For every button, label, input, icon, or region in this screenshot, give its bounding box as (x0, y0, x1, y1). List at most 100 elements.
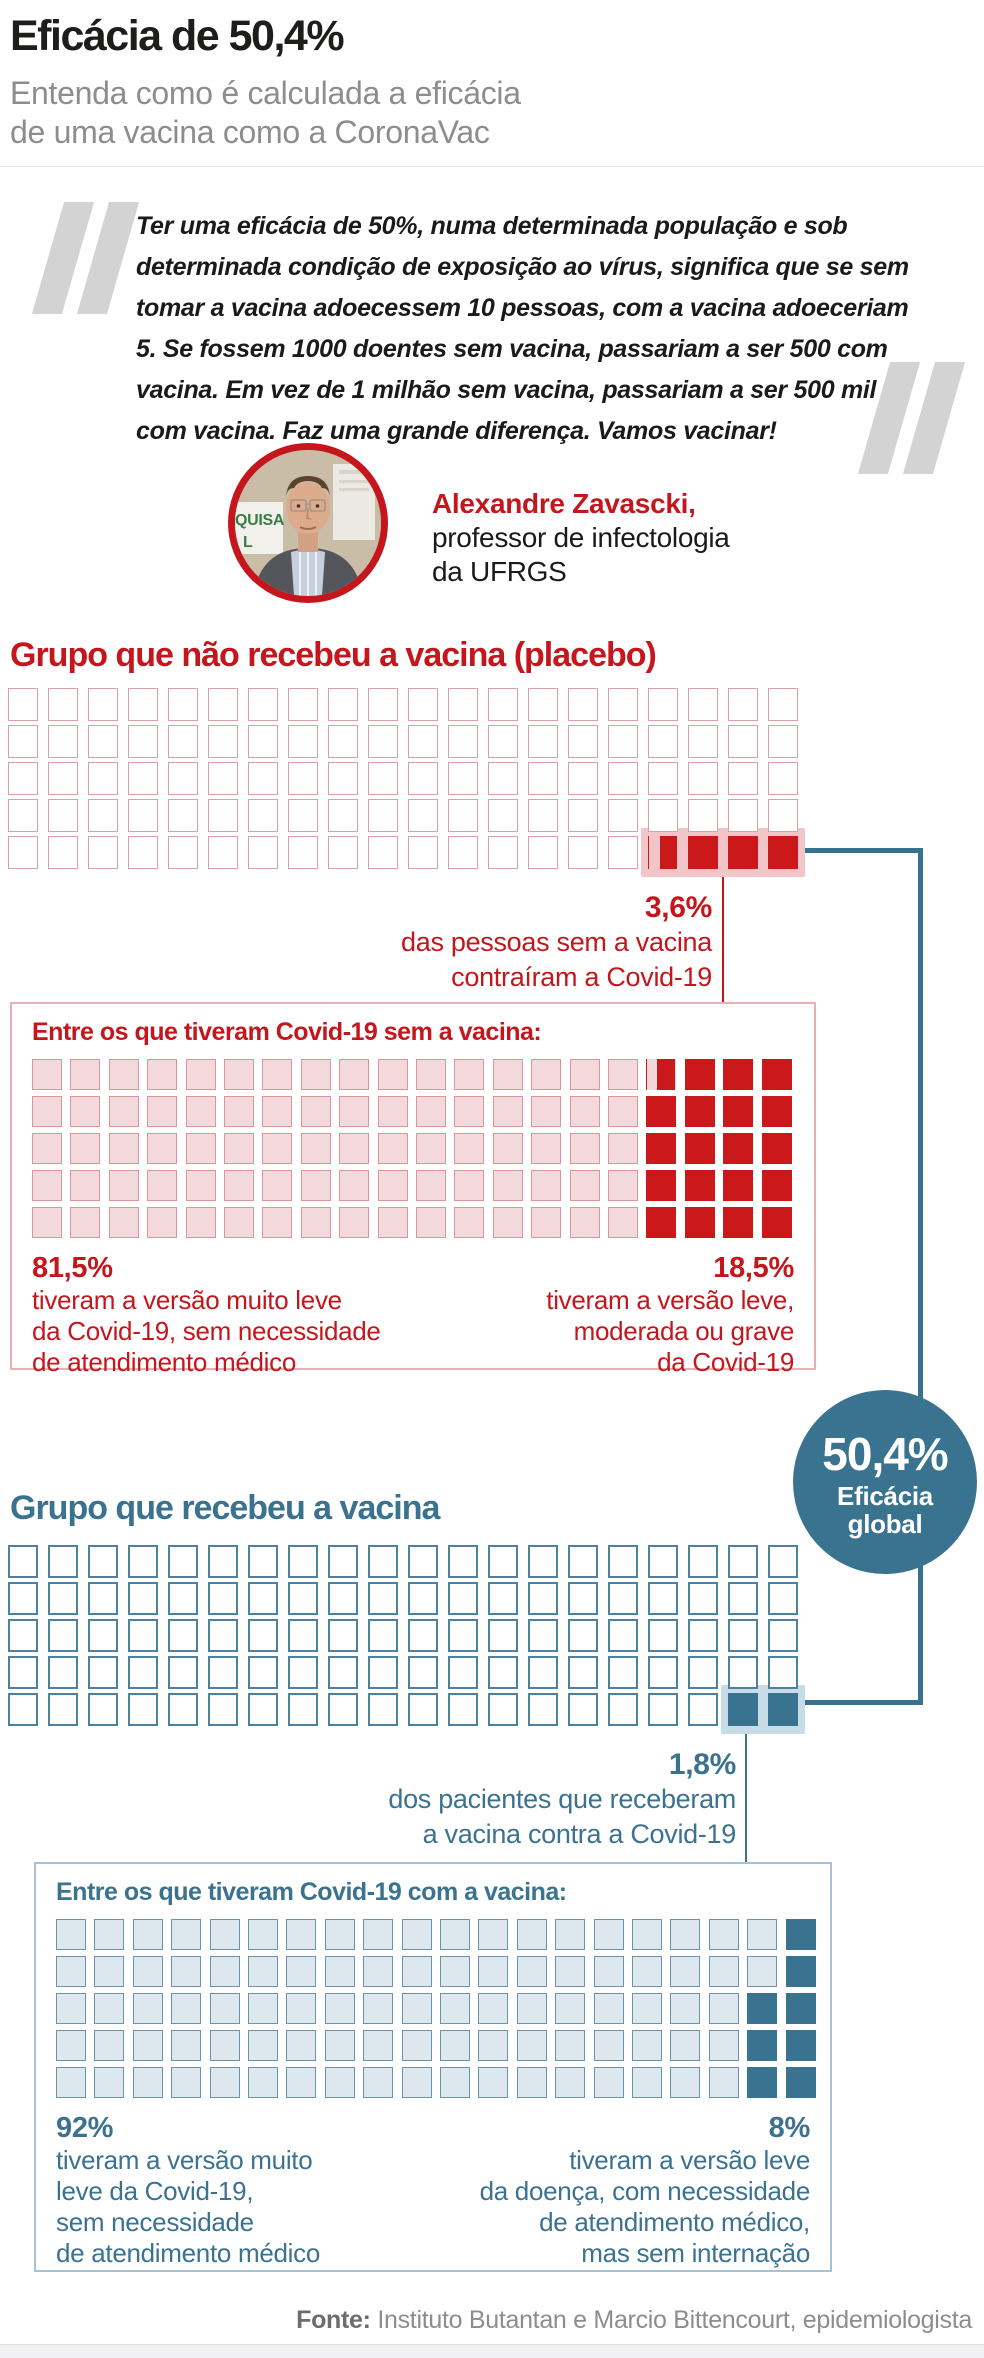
waffle-cell (324, 2030, 355, 2061)
waffle-cell (363, 1956, 394, 1987)
waffle-cell (708, 1993, 739, 2024)
vaccine-heading: Grupo que recebeu a vacina (10, 1489, 440, 1527)
waffle-cell (88, 1619, 118, 1652)
waffle-cell (168, 725, 198, 758)
waffle-cell (168, 1582, 198, 1615)
waffle-cell (708, 1919, 739, 1950)
waffle-cell (408, 1693, 438, 1726)
quote-text: Ter uma eficácia de 50%, numa determinad… (136, 212, 909, 445)
waffle-cell (528, 1619, 558, 1652)
waffle-cell (70, 1170, 101, 1201)
waffle-cell (128, 1545, 158, 1578)
waffle-cell (48, 688, 78, 721)
waffle-cell (478, 2067, 509, 2098)
vaccine-left-label: 92% tiveram a versão muito leve da Covid… (56, 2112, 320, 2269)
waffle-cell (168, 1545, 198, 1578)
waffle-cell (208, 725, 238, 758)
waffle-cell (728, 799, 758, 832)
waffle-cell (747, 1993, 778, 2024)
waffle-cell (728, 1656, 758, 1689)
waffle-cell (48, 725, 78, 758)
waffle-cell (48, 1656, 78, 1689)
waffle-cell (555, 1956, 586, 1987)
waffle-cell (768, 836, 798, 869)
waffle-cell (128, 688, 158, 721)
waffle-cell (288, 799, 318, 832)
placebo-overall-waffle (8, 688, 805, 877)
connector-top-horizontal (802, 848, 923, 853)
placebo-right-label: 18,5% tiveram a versão leve, moderada ou… (546, 1252, 794, 1378)
waffle-cell (94, 2067, 125, 2098)
vaccine-severity-waffle (56, 1919, 816, 2098)
waffle-cell (684, 1059, 715, 1090)
waffle-cell (56, 2030, 86, 2061)
waffle-cell (168, 1656, 198, 1689)
efficacy-badge: 50,4% Eficácia global (793, 1390, 977, 1574)
waffle-cell (478, 2030, 509, 2061)
vaccine-left-caption: tiveram a versão muito leve da Covid-19,… (56, 2145, 320, 2268)
source-line: Fonte: Instituto Butantan e Marcio Bitte… (296, 2306, 972, 2335)
waffle-cell (761, 1207, 792, 1238)
waffle-cell (785, 2030, 816, 2061)
waffle-cell (492, 1096, 523, 1127)
waffle-cell (209, 2067, 240, 2098)
waffle-cell (768, 725, 798, 758)
waffle-cell (288, 688, 318, 721)
waffle-cell (684, 1096, 715, 1127)
waffle-cell (328, 688, 358, 721)
waffle-cell (48, 1545, 78, 1578)
placebo-right-stat: 18,5% (713, 1252, 794, 1284)
waffle-cell (648, 1656, 678, 1689)
waffle-cell (224, 1207, 254, 1238)
waffle-cell (761, 1133, 792, 1164)
waffle-cell (747, 2030, 778, 2061)
waffle-cell (328, 1545, 358, 1578)
waffle-cell (288, 1693, 318, 1726)
waffle-cell (568, 836, 598, 869)
waffle-cell (785, 1993, 816, 2024)
waffle-cell (488, 1582, 518, 1615)
waffle-cell (440, 1993, 470, 2024)
vaccine-detail-box: Entre os que tiveram Covid-19 com a vaci… (34, 1862, 832, 2272)
placebo-detail-box: Entre os que tiveram Covid-19 sem a vaci… (10, 1002, 816, 1377)
waffle-cell (670, 2067, 701, 2098)
waffle-cell (408, 836, 438, 869)
waffle-cell (108, 1170, 139, 1201)
waffle-cell (768, 1693, 798, 1726)
waffle-cell (248, 2067, 278, 2098)
waffle-cell (516, 2067, 547, 2098)
svg-text:L: L (243, 534, 253, 551)
waffle-cell (368, 762, 398, 795)
waffle-cell (300, 1170, 331, 1201)
waffle-cell (300, 1207, 331, 1238)
waffle-cell (688, 762, 718, 795)
waffle-cell (648, 1582, 678, 1615)
waffle-cell (147, 1133, 178, 1164)
vaccine-right-caption: tiveram a versão leve da doença, com nec… (479, 2145, 811, 2268)
waffle-cell (248, 1656, 278, 1689)
waffle-cell (440, 2030, 470, 2061)
waffle-cell (363, 1993, 394, 2024)
waffle-cell (568, 1693, 598, 1726)
waffle-cell (416, 1207, 446, 1238)
waffle-cell (632, 1993, 662, 2024)
waffle-cell (168, 688, 198, 721)
waffle-cell (32, 1096, 62, 1127)
waffle-cell (248, 836, 278, 869)
waffle-cell (608, 1693, 638, 1726)
waffle-cell (646, 1207, 677, 1238)
waffle-cell (728, 1693, 758, 1726)
waffle-cell (328, 1693, 358, 1726)
waffle-cell (363, 2067, 394, 2098)
waffle-cell (648, 1619, 678, 1652)
waffle-cell (208, 799, 238, 832)
vaccine-box-heading: Entre os que tiveram Covid-19 com a vaci… (56, 1878, 567, 1906)
waffle-cell (608, 1059, 638, 1090)
waffle-cell (208, 836, 238, 869)
waffle-cell (328, 799, 358, 832)
placebo-stat-caption: das pessoas sem a vacina contraíram a Co… (401, 927, 712, 992)
waffle-cell (32, 1170, 62, 1201)
waffle-cell (768, 1582, 798, 1615)
waffle-cell (488, 1693, 518, 1726)
waffle-cell (708, 1956, 739, 1987)
